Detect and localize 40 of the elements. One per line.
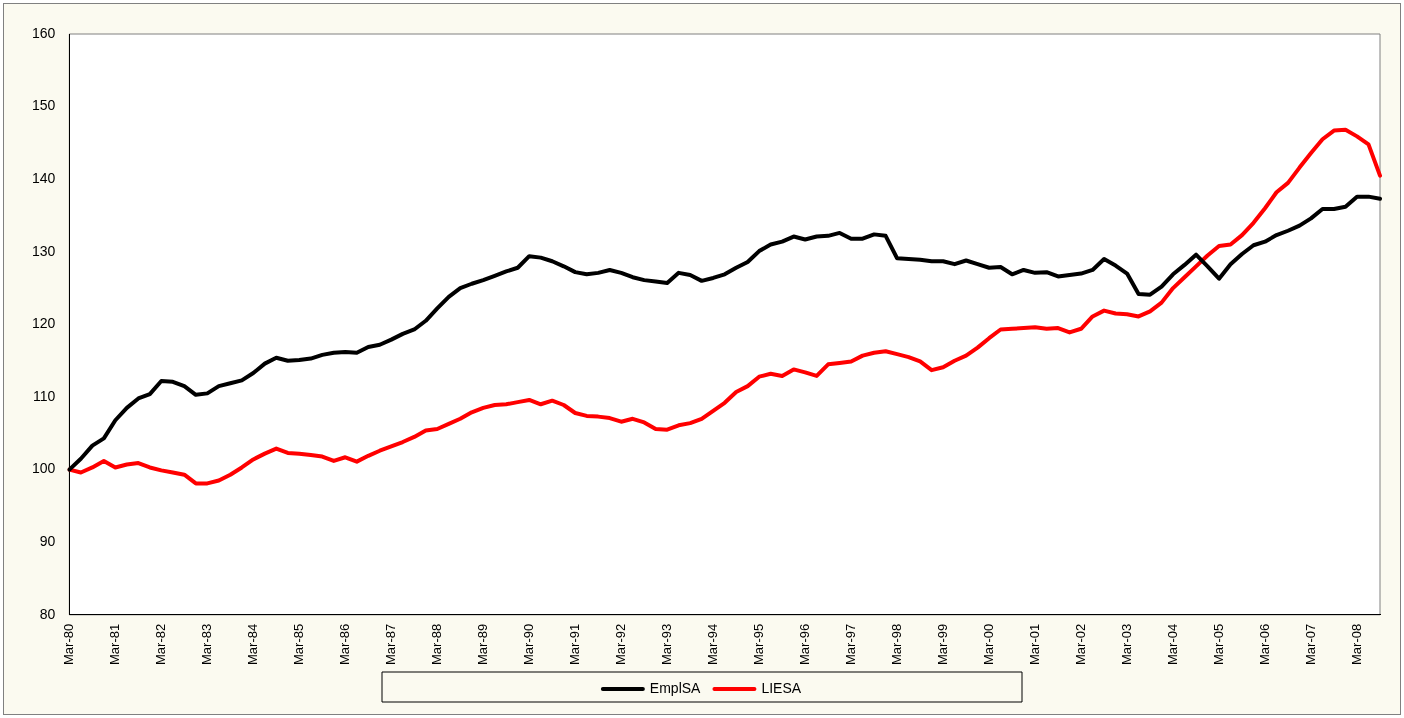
y-tick-label: 90 <box>39 533 56 550</box>
y-tick-label: 130 <box>32 242 56 259</box>
x-tick-label: Mar-01 <box>1026 623 1042 666</box>
x-tick-label: Mar-07 <box>1302 623 1318 666</box>
x-tick-label: Mar-90 <box>520 623 536 666</box>
y-tick-label: 160 <box>32 24 56 41</box>
x-tick-label: Mar-98 <box>888 623 904 666</box>
x-tick-label: Mar-96 <box>796 623 812 666</box>
x-tick-label: Mar-02 <box>1072 623 1088 666</box>
x-tick-label: Mar-88 <box>428 623 444 666</box>
x-tick-label: Mar-92 <box>612 623 628 666</box>
x-tick-label: Mar-87 <box>382 623 398 666</box>
x-tick-label: Mar-99 <box>934 623 950 666</box>
y-tick-label: 110 <box>33 387 56 404</box>
x-tick-label: Mar-80 <box>60 623 76 666</box>
y-tick-label: 80 <box>39 605 56 622</box>
y-tick-label: 150 <box>32 97 56 114</box>
x-tick-label: Mar-83 <box>198 623 214 666</box>
x-tick-label: Mar-84 <box>244 623 260 666</box>
y-tick-label: 140 <box>32 170 56 187</box>
x-tick-label: Mar-05 <box>1210 623 1226 666</box>
legend-label: EmplSA <box>649 679 702 696</box>
x-tick-label: Mar-91 <box>566 623 582 666</box>
x-tick-label: Mar-95 <box>750 623 766 666</box>
x-tick-label: Mar-81 <box>106 623 122 666</box>
legend-label: LIESA <box>761 679 802 696</box>
x-tick-label: Mar-94 <box>704 623 720 666</box>
x-tick-label: Mar-08 <box>1348 623 1364 666</box>
x-tick-label: Mar-04 <box>1164 623 1180 666</box>
x-tick-label: Mar-03 <box>1118 623 1134 666</box>
x-tick-label: Mar-85 <box>290 623 306 666</box>
y-tick-label: 120 <box>32 315 56 332</box>
x-tick-label: Mar-97 <box>842 623 858 666</box>
x-tick-label: Mar-93 <box>658 623 674 666</box>
x-tick-label: Mar-86 <box>336 623 352 666</box>
x-tick-label: Mar-00 <box>980 623 996 666</box>
y-tick-label: 100 <box>32 460 56 477</box>
x-tick-label: Mar-82 <box>152 623 168 666</box>
x-tick-label: Mar-89 <box>474 623 490 666</box>
x-tick-label: Mar-06 <box>1256 623 1272 666</box>
